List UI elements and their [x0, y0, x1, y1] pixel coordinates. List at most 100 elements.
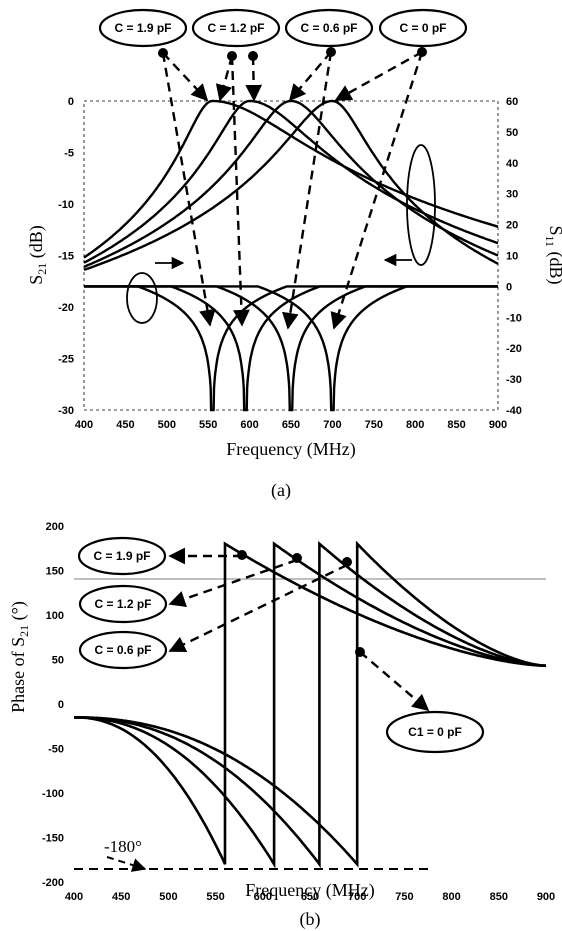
chart-a-bubble-1p9: C = 1.9 pF	[98, 8, 188, 48]
chart-a-plot-area	[83, 100, 499, 411]
tick-label: 450	[112, 891, 130, 903]
tick-label: 60	[506, 96, 518, 108]
tick-label: 550	[206, 891, 224, 903]
chart-b-callout-arrows	[168, 547, 430, 712]
tick-label: 650	[282, 419, 300, 431]
tick-label: 650	[301, 891, 319, 903]
bubble-label: C = 1.2 pF	[207, 21, 264, 35]
chart-b-bubble-0p6: C = 0.6 pF	[78, 630, 168, 670]
chart-a-bubble-0p6: C = 0.6 pF	[284, 8, 374, 48]
tick-label: 30	[506, 189, 518, 201]
bubble-label: C = 0.6 pF	[94, 643, 151, 657]
chart-a-y-ticks-right: 60 50 40 30 20 10 0 -10 -20 -30 -40	[506, 96, 522, 417]
tick-label: -30	[506, 374, 522, 386]
chart-b-bubble-1p9: C = 1.9 pF	[77, 536, 167, 576]
tick-label: 150	[46, 566, 64, 578]
chart-a-y-axis-title-right: S11 (dB)	[543, 225, 562, 284]
tick-label: 0	[58, 699, 64, 711]
tick-label: -30	[58, 405, 74, 417]
tick-label: -10	[506, 312, 522, 324]
tick-label: 40	[506, 158, 518, 170]
phase-curve	[74, 540, 546, 868]
bubble-label: C1 = 0 pF	[408, 725, 462, 739]
chart-b-ref-label: -180°	[104, 837, 142, 856]
tick-label: 20	[506, 220, 518, 232]
phase-curve	[74, 541, 546, 869]
s21-curve	[83, 99, 499, 272]
chart-a-s11-curves	[84, 285, 498, 412]
chart-b-y-axis-title: Phase of S21 (°)	[8, 601, 31, 713]
chart-b-bubble-c1-0: C1 = 0 pF	[385, 710, 485, 754]
tick-label: 400	[65, 891, 83, 903]
chart-b-phase-curves	[74, 540, 546, 869]
tick-label: 550	[199, 419, 217, 431]
phase-curve	[74, 541, 546, 865]
s21-curve	[83, 99, 499, 264]
chart-a-bubble-1p2: C = 1.2 pF	[191, 8, 281, 48]
chart-a-s11-axis-pointer	[383, 144, 436, 267]
tick-label: 750	[365, 419, 383, 431]
tick-label: 800	[442, 891, 460, 903]
chart-a-x-axis-title: Frequency (MHz)	[226, 439, 355, 460]
chart-a-y-ticks: 0 -5 -10 -15 -20 -25 -30	[58, 96, 74, 417]
tick-label: 800	[406, 419, 424, 431]
bubble-label: C = 1.2 pF	[94, 597, 151, 611]
tick-label: -5	[64, 148, 74, 160]
tick-label: 100	[46, 610, 64, 622]
chart-a-caption: (a)	[271, 480, 291, 501]
tick-label: 750	[395, 891, 413, 903]
bubble-label: C = 0.6 pF	[300, 21, 357, 35]
chart-a-y-axis-title: S21 (dB)	[26, 225, 49, 285]
chart-a-s21-curves	[83, 99, 499, 272]
tick-label: 400	[75, 419, 93, 431]
tick-label: -100	[42, 788, 64, 800]
chart-b-bubble-1p2: C = 1.2 pF	[78, 584, 168, 624]
chart-b-callout-dots	[237, 550, 365, 657]
tick-label: -20	[506, 343, 522, 355]
chart-b-x-axis-title: Frequency (MHz)	[245, 880, 374, 901]
chart-b-y-ticks: 200 150 100 50 0 -50 -100 -150 -200	[42, 521, 64, 889]
tick-label: 50	[52, 655, 64, 667]
bubble-label: C = 1.9 pF	[114, 21, 171, 35]
chart-a-bubble-0: C = 0 pF	[378, 8, 468, 48]
chart-a-x-ticks: 400 450 500 550 600 650 700 750 800 850 900	[75, 419, 507, 431]
tick-label: 600	[254, 891, 272, 903]
chart-b-ref-arrow	[106, 856, 147, 872]
chart-a-callout-arrows	[161, 50, 424, 330]
chart-b-caption: (b)	[300, 909, 321, 930]
tick-label: 0	[506, 281, 512, 293]
tick-label: 700	[348, 891, 366, 903]
tick-label: 50	[506, 127, 518, 139]
tick-label: -10	[58, 199, 74, 211]
tick-label: 200	[46, 521, 64, 533]
phase-curve	[74, 541, 546, 869]
tick-label: 500	[158, 419, 176, 431]
tick-label: 900	[489, 419, 507, 431]
tick-label: 900	[537, 891, 555, 903]
tick-label: -40	[506, 405, 522, 417]
tick-label: -50	[48, 744, 64, 756]
tick-label: 500	[159, 891, 177, 903]
bubble-label: C = 0 pF	[399, 21, 446, 35]
tick-label: 600	[240, 419, 258, 431]
tick-label: 850	[490, 891, 508, 903]
tick-label: -20	[58, 302, 74, 314]
tick-label: 450	[116, 419, 134, 431]
tick-label: 0	[68, 96, 74, 108]
tick-label: 850	[447, 419, 465, 431]
chart-a: 0 -5 -10 -15 -20 -25 -30 60 50 40 30 20 10 0 -10 -20 -3…	[26, 8, 562, 501]
chart-a-callout-dots	[158, 47, 427, 61]
s11-curve	[84, 285, 498, 412]
bubble-label: C = 1.9 pF	[93, 549, 150, 563]
tick-label: 10	[506, 251, 518, 263]
tick-label: -25	[58, 354, 74, 366]
s21-curve	[83, 99, 499, 268]
tick-label: 700	[323, 419, 341, 431]
tick-label: -15	[58, 251, 74, 263]
tick-label: -200	[42, 877, 64, 889]
tick-label: -150	[42, 833, 64, 845]
chart-b-x-ticks: 400 450 500 550 600 650 700 750 800 850 900	[65, 891, 555, 903]
chart-a-s21-axis-pointer	[126, 256, 185, 324]
